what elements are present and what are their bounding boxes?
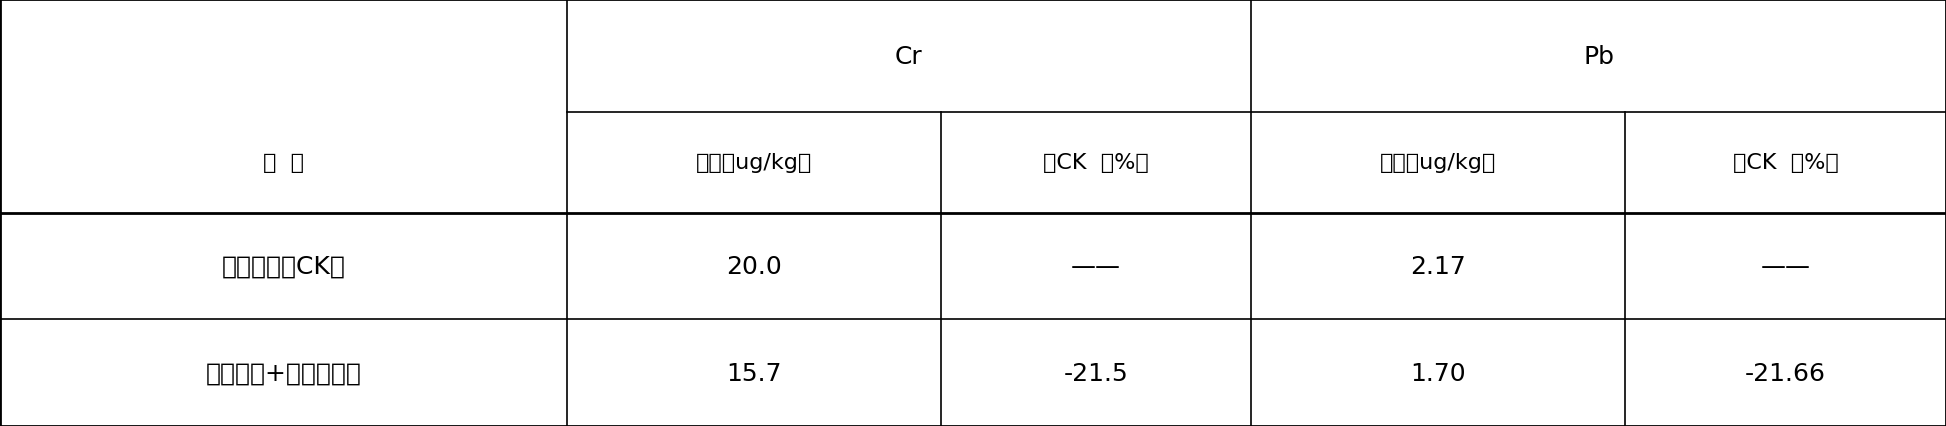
Text: 污染土壤+复合调理剂: 污染土壤+复合调理剂 <box>206 361 362 385</box>
Text: Pb: Pb <box>1582 44 1613 69</box>
Text: 污染土壤（CK）: 污染土壤（CK） <box>222 254 344 278</box>
Text: Cr: Cr <box>895 44 922 69</box>
Text: 较CK  （%）: 较CK （%） <box>1732 153 1839 173</box>
Text: ——: —— <box>1761 254 1810 278</box>
Text: 15.7: 15.7 <box>726 361 782 385</box>
Text: 处  理: 处 理 <box>263 153 304 173</box>
Text: ——: —— <box>1070 254 1121 278</box>
Text: 含量（ug/kg）: 含量（ug/kg） <box>695 153 811 173</box>
Text: -21.5: -21.5 <box>1064 361 1129 385</box>
Text: -21.66: -21.66 <box>1746 361 1825 385</box>
Text: 20.0: 20.0 <box>726 254 782 278</box>
Text: 含量（ug/kg）: 含量（ug/kg） <box>1380 153 1496 173</box>
Text: 2.17: 2.17 <box>1411 254 1465 278</box>
Text: 1.70: 1.70 <box>1411 361 1465 385</box>
Text: 较CK  （%）: 较CK （%） <box>1043 153 1148 173</box>
